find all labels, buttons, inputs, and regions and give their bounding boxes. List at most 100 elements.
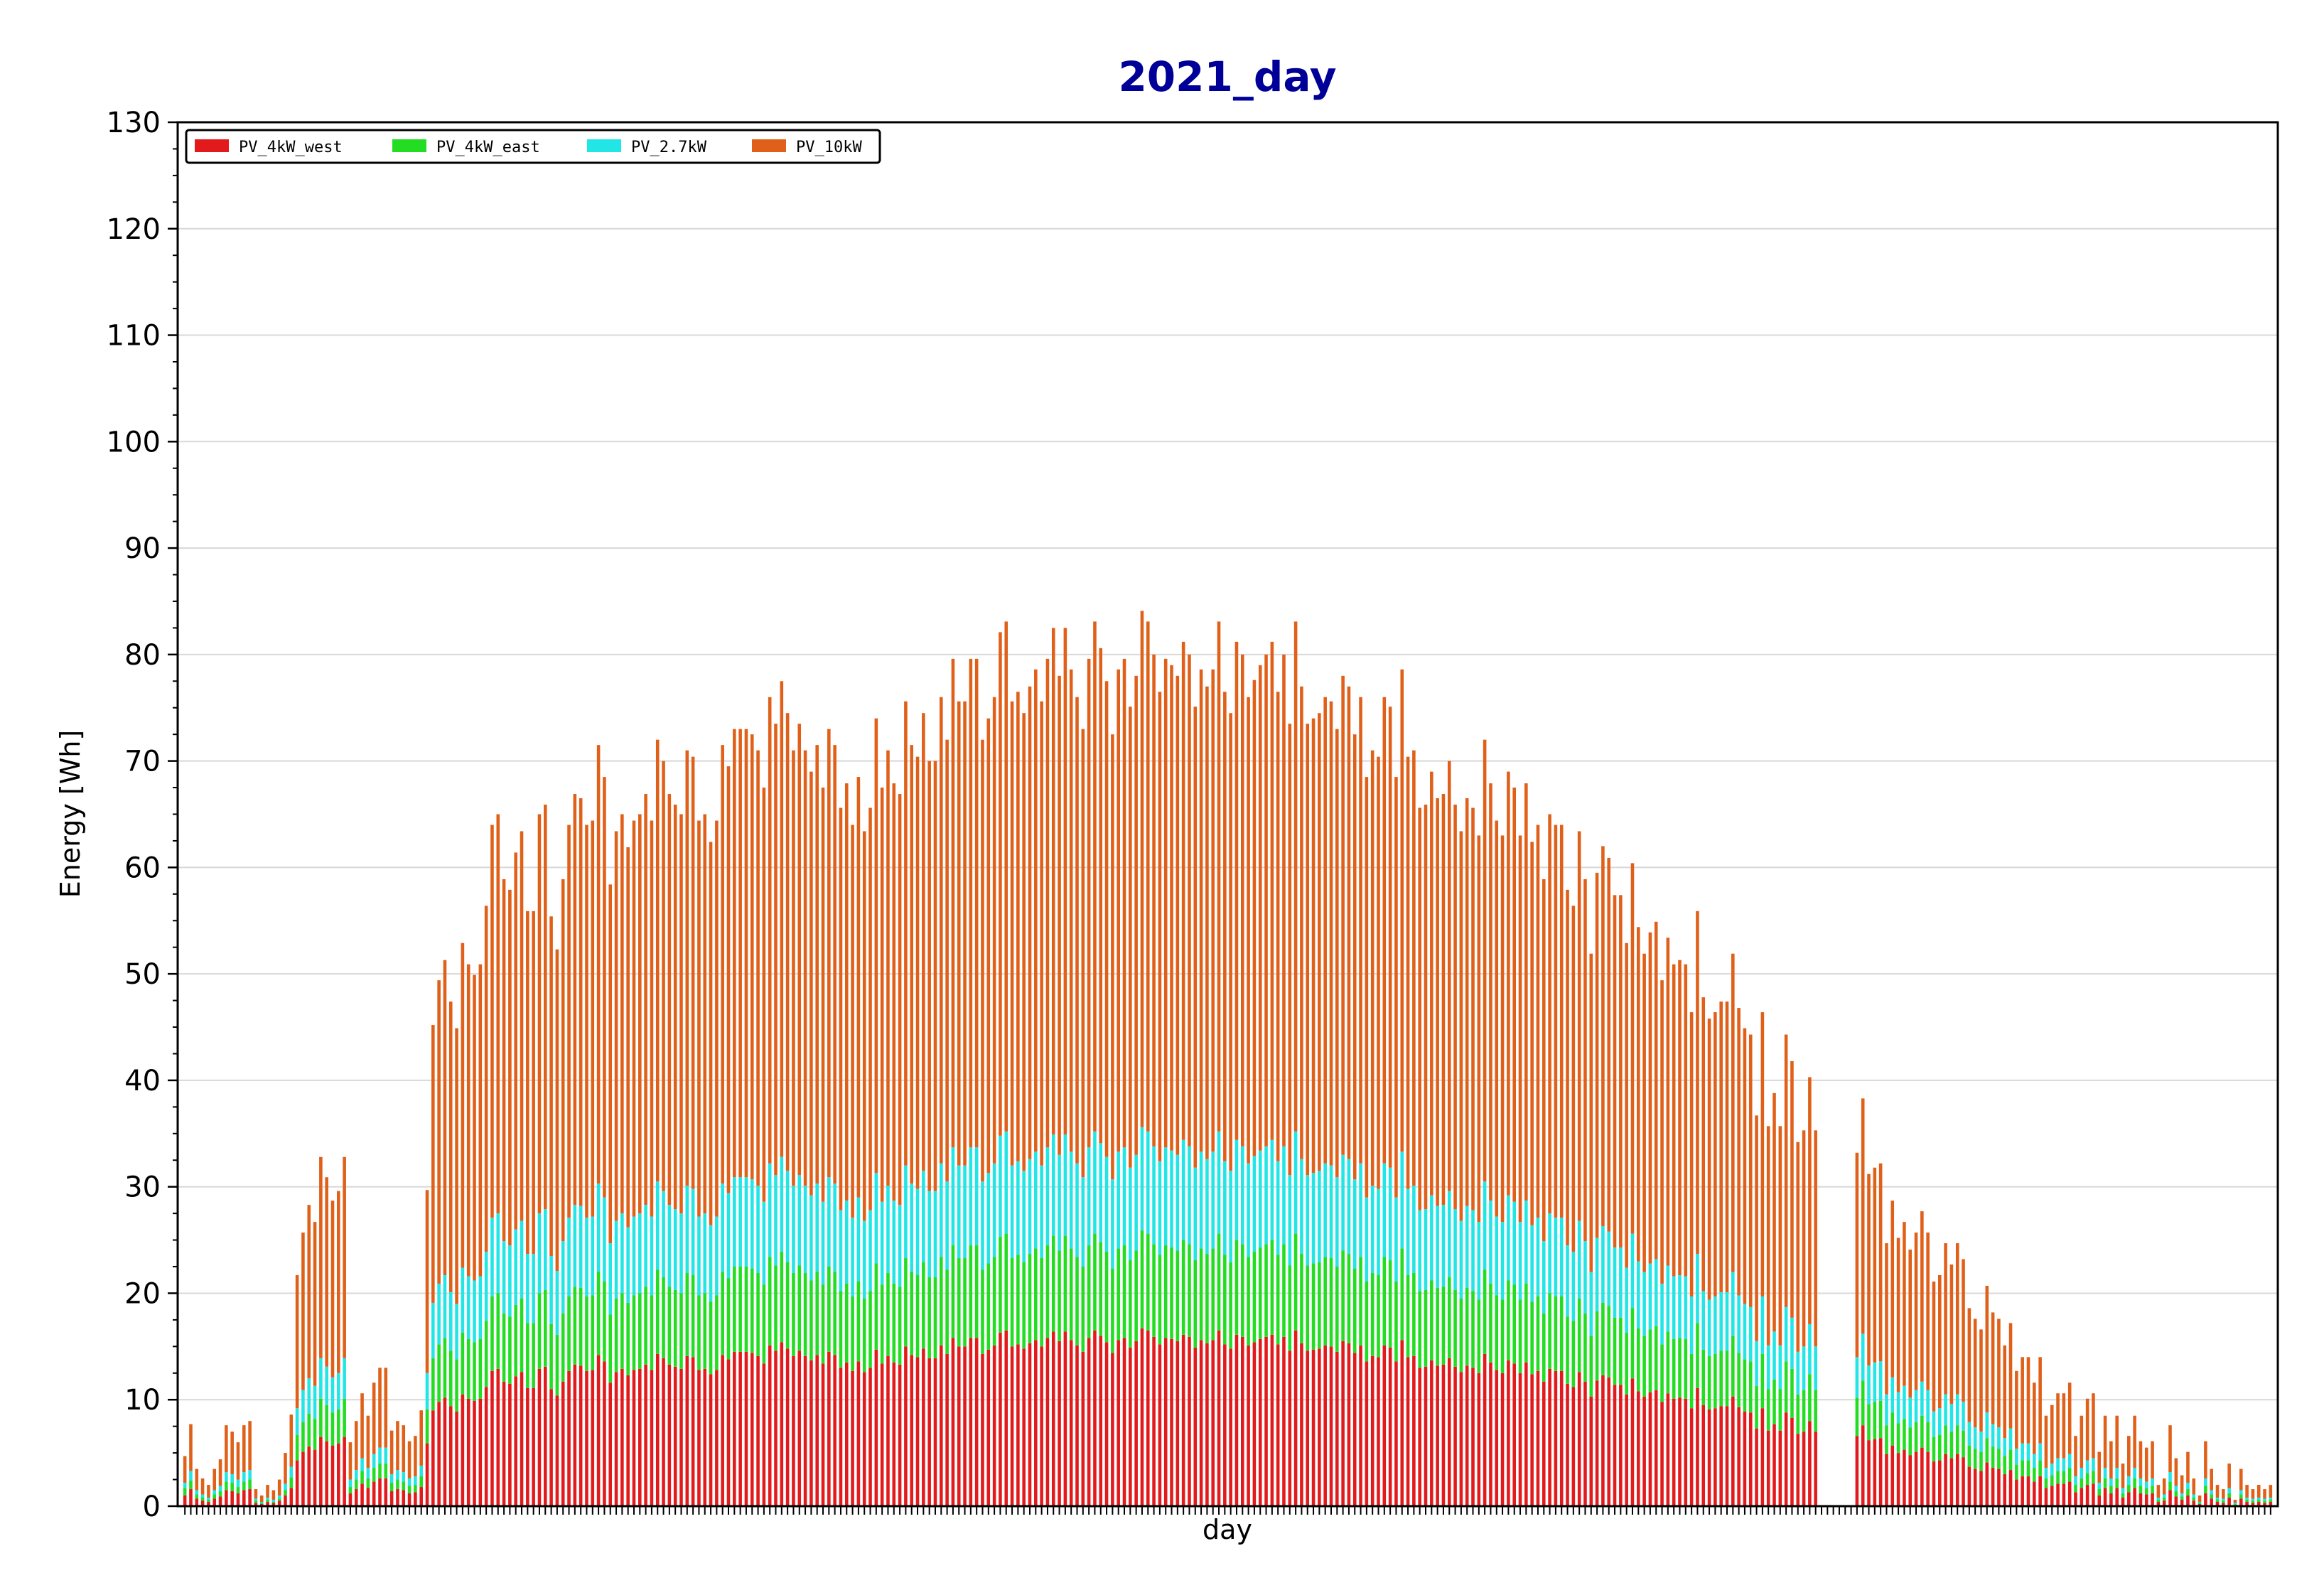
bar-PV_4kW_west-108 — [821, 1363, 825, 1506]
bar-PV_4kW_east-195 — [1335, 1267, 1339, 1352]
bar-PV_10kW-345 — [2222, 1489, 2225, 1499]
bar-PV_4kW_west-60 — [537, 1368, 542, 1506]
bar-PV_4kW_east-338 — [2180, 1496, 2184, 1500]
bar-PV_2.7kW-28 — [348, 1479, 353, 1488]
bar-PV_2.7kW-50 — [478, 1276, 483, 1339]
y-axis: 0 10 20 30 40 50 60 70 80 90 100 110 120 130 — [107, 107, 178, 1523]
bar-PV_4kW_west-333 — [2151, 1493, 2154, 1506]
bar-PV_2.7kW-109 — [827, 1177, 831, 1267]
bar-PV_10kW-121 — [898, 794, 902, 1205]
bar-PV_10kW-283 — [1855, 1152, 1859, 1358]
bar-PV_10kW-323 — [2092, 1393, 2095, 1459]
bar-PV_4kW_west-117 — [874, 1349, 878, 1506]
bar-PV_10kW-234 — [1566, 889, 1569, 1246]
bar-PV_4kW_west-331 — [2139, 1493, 2143, 1506]
bar-PV_4kW_east-108 — [821, 1284, 825, 1364]
bar-PV_4kW_west-30 — [360, 1483, 364, 1506]
bar-PV_4kW_east-317 — [2056, 1471, 2060, 1484]
bar-PV_2.7kW-16 — [277, 1495, 281, 1499]
bar-PV_4kW_east-175 — [1217, 1233, 1221, 1331]
bar-PV_10kW-237 — [1583, 879, 1587, 1242]
bar-PV_10kW-306 — [1991, 1312, 1995, 1424]
bar-PV_4kW_east-37 — [402, 1481, 406, 1491]
bar-PV_10kW-319 — [2067, 1382, 2072, 1454]
bar-PV_4kW_west-29 — [354, 1489, 358, 1506]
bar-PV_2.7kW-33 — [378, 1447, 382, 1464]
bar-PV_4kW_east-46 — [455, 1359, 458, 1412]
y-tick-label-8: 80 — [124, 639, 161, 672]
bar-PV_4kW_east-87 — [697, 1295, 701, 1370]
bar-PV_2.7kW-245 — [1630, 1233, 1635, 1309]
bar-PV_2.7kW-341 — [2197, 1502, 2202, 1503]
bar-PV_10kW-214 — [1447, 761, 1451, 1191]
bar-PV_4kW_east-142 — [1022, 1262, 1026, 1349]
bar-PV_2.7kW-8 — [230, 1474, 234, 1483]
bar-PV_10kW-60 — [537, 814, 542, 1214]
bar-PV_10kW-47 — [461, 942, 465, 1268]
bar-PV_4kW_east-149 — [1063, 1235, 1067, 1332]
bar-PV_2.7kW-129 — [945, 1181, 949, 1270]
bar-PV_2.7kW-166 — [1163, 1147, 1168, 1246]
bar-PV_4kW_east-134 — [974, 1245, 979, 1338]
bar-PV_2.7kW-163 — [1146, 1131, 1150, 1234]
bar-PV_10kW-88 — [703, 814, 707, 1214]
bar-PV_10kW-275 — [1808, 1077, 1812, 1324]
legend-box — [185, 129, 881, 164]
bar-PV_4kW_east-20 — [301, 1422, 305, 1452]
bar-PV_2.7kW-346 — [2227, 1488, 2231, 1494]
bar-PV_2.7kW-244 — [1625, 1267, 1628, 1333]
bar-PV_10kW-140 — [1010, 701, 1014, 1166]
bar-PV_4kW_west-136 — [986, 1349, 991, 1506]
bar-PV_4kW_west-328 — [2121, 1498, 2125, 1506]
bar-PV_4kW_west-121 — [898, 1364, 902, 1506]
bar-PV_10kW-129 — [945, 739, 949, 1182]
bar-PV_2.7kW-141 — [1016, 1161, 1020, 1255]
bar-PV_2.7kW-26 — [337, 1373, 340, 1409]
bar-PV_4kW_east-127 — [933, 1277, 937, 1358]
bar-PV_4kW_west-198 — [1352, 1353, 1357, 1506]
bar-PV_4kW_east-288 — [1885, 1425, 1888, 1454]
bar-PV_4kW_west-65 — [567, 1370, 571, 1506]
bar-PV_4kW_west-208 — [1412, 1355, 1416, 1506]
bar-PV_2.7kW-147 — [1051, 1134, 1055, 1236]
bar-PV_2.7kW-320 — [2074, 1476, 2077, 1486]
bar-PV_4kW_east-48 — [466, 1338, 470, 1399]
bar-PV_2.7kW-55 — [508, 1245, 512, 1317]
bar-PV_4kW_west-313 — [2033, 1481, 2036, 1506]
bar-PV_4kW_west-162 — [1140, 1328, 1144, 1506]
bar-PV_4kW_east-324 — [2097, 1489, 2102, 1496]
bar-PV_2.7kW-76 — [632, 1216, 636, 1296]
bar-PV_10kW-310 — [2015, 1370, 2018, 1449]
bar-PV_4kW_west-301 — [1962, 1457, 1965, 1506]
bar-PV_2.7kW-86 — [691, 1188, 695, 1275]
bar-PV_2.7kW-127 — [933, 1191, 937, 1277]
bar-PV_4kW_east-86 — [691, 1275, 695, 1358]
bar-PV_10kW-136 — [986, 718, 991, 1174]
bar-PV_2.7kW-184 — [1270, 1139, 1274, 1240]
bar-PV_4kW_east-311 — [2021, 1460, 2024, 1477]
bar-PV_4kW_west-234 — [1566, 1383, 1569, 1506]
bar-PV_2.7kW-308 — [2003, 1438, 2007, 1456]
bar-PV_2.7kW-325 — [2103, 1468, 2107, 1479]
bar-PV_10kW-11 — [248, 1421, 252, 1471]
bar-PV_4kW_west-230 — [1542, 1381, 1546, 1506]
bar-PV_4kW_east-24 — [325, 1405, 328, 1441]
bar-PV_4kW_west-249 — [1654, 1390, 1658, 1506]
bar-PV_4kW_west-45 — [448, 1406, 453, 1506]
bar-PV_2.7kW-45 — [448, 1291, 453, 1351]
bar-PV_4kW_west-53 — [496, 1368, 500, 1506]
bar-PV_4kW_east-211 — [1430, 1280, 1433, 1360]
bar-PV_2.7kW-63 — [555, 1271, 559, 1335]
bar-PV_10kW-126 — [927, 761, 931, 1191]
bar-PV_4kW_west-268 — [1766, 1430, 1770, 1506]
bar-PV_4kW_east-182 — [1258, 1247, 1262, 1339]
bar-PV_4kW_east-300 — [1955, 1425, 1959, 1454]
bar-PV_4kW_west-123 — [910, 1355, 914, 1506]
bar-PV_4kW_east-153 — [1087, 1245, 1091, 1338]
bar-PV_2.7kW-57 — [520, 1220, 524, 1299]
bar-PV_4kW_west-44 — [443, 1397, 447, 1506]
bar-PV_2.7kW-255 — [1689, 1296, 1694, 1354]
bar-PV_4kW_east-90 — [715, 1295, 719, 1370]
bar-PV_4kW_east-25 — [330, 1412, 335, 1446]
bar-PV_4kW_east-173 — [1205, 1254, 1209, 1343]
